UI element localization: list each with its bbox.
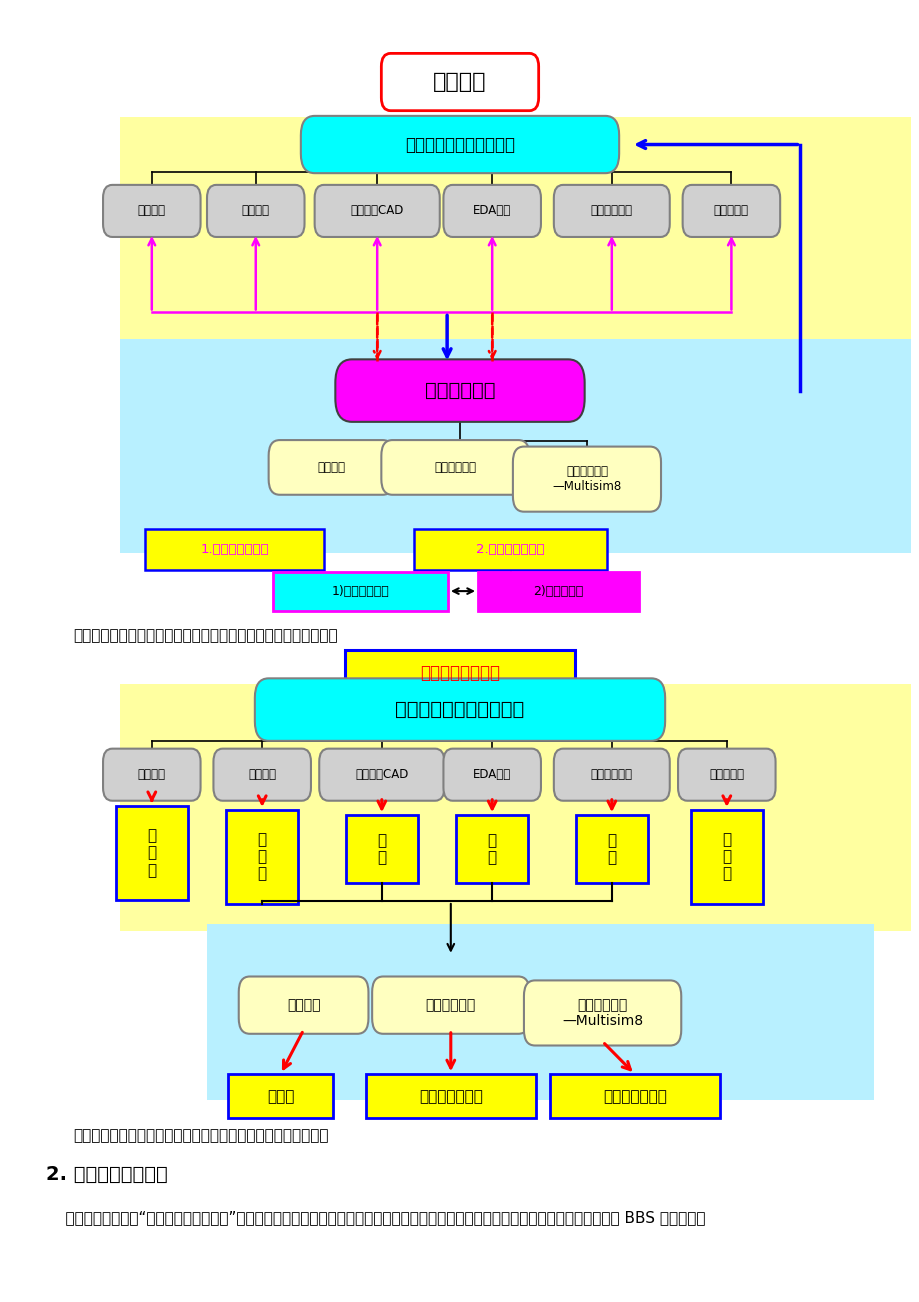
FancyBboxPatch shape (524, 980, 681, 1046)
Text: 钱裕禄、胡俊杰: 钱裕禄、胡俊杰 (602, 1088, 666, 1104)
FancyBboxPatch shape (116, 806, 187, 900)
Text: 胡
俊
杰: 胡 俊 杰 (721, 832, 731, 881)
FancyBboxPatch shape (682, 185, 779, 237)
FancyBboxPatch shape (213, 749, 311, 801)
FancyBboxPatch shape (207, 924, 873, 1100)
Text: 电子综合设计: 电子综合设计 (590, 204, 632, 217)
Text: 电子线路CAD: 电子线路CAD (350, 204, 403, 217)
Text: 1)知识点的承接: 1)知识点的承接 (332, 585, 389, 598)
Text: 单片机应用: 单片机应用 (713, 204, 748, 217)
Text: 模拟电子技术: 模拟电子技术 (425, 999, 475, 1012)
Text: 传感技术: 传感技术 (138, 768, 165, 781)
Text: 电路分析: 电路分析 (317, 461, 345, 474)
FancyBboxPatch shape (119, 684, 910, 931)
Text: 电子线路CAD: 电子线路CAD (355, 768, 408, 781)
Text: 电子测量: 电子测量 (242, 204, 269, 217)
Text: 电路分析: 电路分析 (287, 999, 320, 1012)
FancyBboxPatch shape (414, 529, 607, 570)
Text: EDA技术: EDA技术 (472, 768, 511, 781)
FancyBboxPatch shape (478, 572, 638, 611)
Text: 1.底层和上层接口: 1.底层和上层接口 (200, 543, 268, 556)
FancyBboxPatch shape (335, 359, 584, 422)
FancyBboxPatch shape (443, 185, 540, 237)
Text: 另外结合相关课程的任课教师情况，确立了前后内容的责任教师。: 另外结合相关课程的任课教师情况，确立了前后内容的责任教师。 (74, 628, 338, 643)
FancyBboxPatch shape (301, 116, 618, 173)
Text: 2.关系理顺和实现: 2.关系理顺和实现 (476, 543, 544, 556)
FancyBboxPatch shape (119, 339, 910, 553)
FancyBboxPatch shape (103, 185, 200, 237)
FancyBboxPatch shape (103, 749, 200, 801)
FancyBboxPatch shape (553, 749, 669, 801)
FancyBboxPatch shape (380, 53, 539, 111)
FancyBboxPatch shape (314, 185, 439, 237)
Text: 应用软件实习
—Multisim8: 应用软件实习 —Multisim8 (551, 465, 621, 493)
FancyBboxPatch shape (345, 650, 574, 697)
Text: 传感技术: 传感技术 (138, 204, 165, 217)
Text: 杨亚萍: 杨亚萍 (267, 1088, 294, 1104)
Text: 王
阳: 王 阳 (377, 833, 386, 865)
FancyBboxPatch shape (145, 529, 324, 570)
Text: 胡
江: 胡 江 (487, 833, 496, 865)
FancyBboxPatch shape (690, 810, 762, 904)
Text: EDA技术: EDA技术 (472, 204, 511, 217)
FancyBboxPatch shape (366, 1074, 536, 1118)
FancyBboxPatch shape (239, 976, 369, 1034)
Text: 应用软件实习
—Multisim8: 应用软件实习 —Multisim8 (562, 997, 642, 1029)
Text: 电子测量: 电子测量 (248, 768, 276, 781)
Text: 另外其他相关教师在实践教学中发挥一定的作用，并有所侧重。: 另外其他相关教师在实践教学中发挥一定的作用，并有所侧重。 (74, 1128, 329, 1143)
Text: 杨
亚
萍: 杨 亚 萍 (257, 832, 267, 881)
Text: 2. 教学内容组织方式: 2. 教学内容组织方式 (46, 1165, 167, 1184)
FancyBboxPatch shape (380, 440, 529, 495)
Text: 模拟电子技术: 模拟电子技术 (434, 461, 476, 474)
FancyBboxPatch shape (443, 749, 540, 801)
FancyBboxPatch shape (456, 815, 528, 883)
FancyBboxPatch shape (371, 976, 529, 1034)
Text: 电子综合设计: 电子综合设计 (590, 768, 632, 781)
FancyBboxPatch shape (575, 815, 647, 883)
Text: 2)教学的衔接: 2)教学的衔接 (533, 585, 583, 598)
FancyBboxPatch shape (119, 117, 910, 365)
Text: 单片机应用: 单片机应用 (709, 768, 743, 781)
Text: 电子电路应用分析和设计: 电子电路应用分析和设计 (395, 700, 524, 719)
Text: 张增年、钱裕禄: 张增年、钱裕禄 (418, 1088, 482, 1104)
Text: 曾任课教师或负责: 曾任课教师或负责 (420, 664, 499, 682)
FancyBboxPatch shape (228, 1074, 333, 1118)
FancyBboxPatch shape (226, 810, 298, 904)
FancyBboxPatch shape (549, 1074, 719, 1118)
FancyBboxPatch shape (268, 440, 393, 495)
Text: 胡
江: 胡 江 (607, 833, 616, 865)
Text: 数字电子技术: 数字电子技术 (425, 381, 494, 400)
FancyBboxPatch shape (273, 572, 448, 611)
FancyBboxPatch shape (319, 749, 444, 801)
FancyBboxPatch shape (677, 749, 775, 801)
FancyBboxPatch shape (553, 185, 669, 237)
Text: 课程联系: 课程联系 (433, 72, 486, 92)
FancyBboxPatch shape (513, 447, 661, 512)
Text: 钱
裕
禄: 钱 裕 禄 (147, 828, 156, 878)
Text: 具体实施中，体现“大班教学，小班讨论”的教学思想，以分组讨论，提问式、小组协作式等方式展开学习交流和讨论，同时通过网上教学 BBS 载体展开教: 具体实施中，体现“大班教学，小班讨论”的教学思想，以分组讨论，提问式、小组协作式… (46, 1210, 705, 1225)
FancyBboxPatch shape (207, 185, 304, 237)
Text: 电子电路应用分析和设计: 电子电路应用分析和设计 (404, 135, 515, 154)
FancyBboxPatch shape (255, 678, 664, 741)
FancyBboxPatch shape (346, 815, 417, 883)
